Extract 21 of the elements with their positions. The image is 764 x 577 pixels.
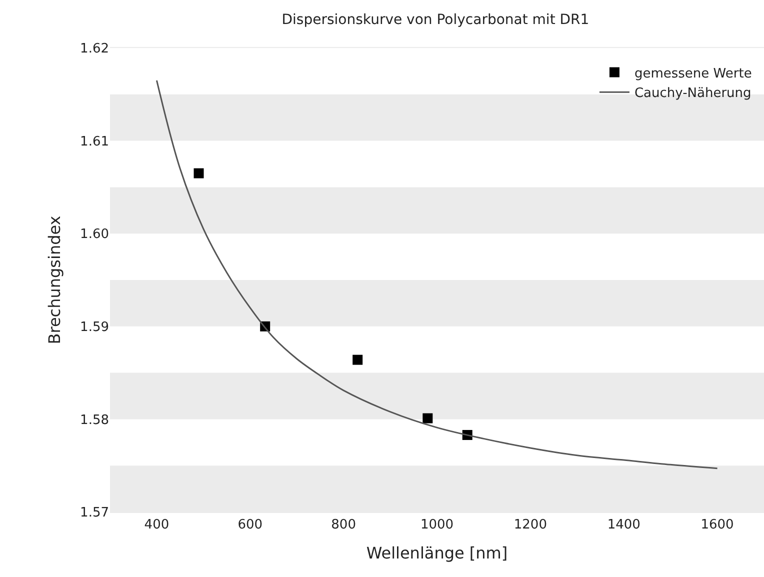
point [422,413,433,424]
chart-title: Dispersionskurve von Polycarbonat mit DR1 [282,12,590,28]
point [352,354,363,365]
x-tick-label: 1200 [514,518,547,533]
x-tick-label: 400 [144,518,170,533]
y-tick-label: 1.62 [80,42,109,57]
y-tick-label: 1.59 [80,320,109,335]
y-tick-label: 1.57 [80,506,109,521]
legend-label: Cauchy-Näherung [634,86,752,102]
y-tick-label: 1.61 [80,134,109,150]
y-tick-label: 1.58 [80,412,109,428]
point [194,168,204,178]
x-tick-label: 1600 [700,518,734,533]
x-axis-title: Wellenlänge [nm] [366,543,508,562]
y-axis-title: Brechungsindex [44,216,64,344]
x-tick-label: 800 [331,518,356,533]
x-tick-label: 1400 [607,518,640,533]
legend-label: gemessene Werte [634,66,752,82]
x-tick-label: 600 [238,518,263,533]
x-tick-label: 1000 [420,518,454,533]
y-tick-label: 1.60 [80,227,109,242]
